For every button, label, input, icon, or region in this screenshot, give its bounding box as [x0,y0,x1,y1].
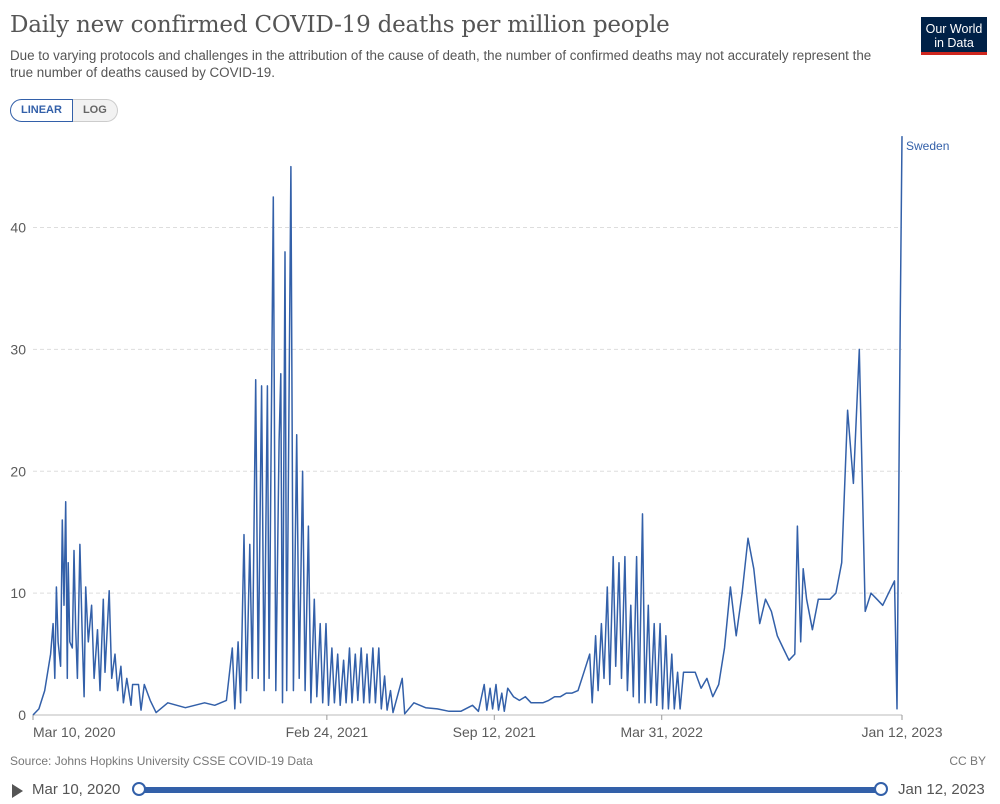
series-line-sweden[interactable] [32,136,903,716]
y-tick-label: 30 [10,341,26,357]
x-tick-label: Jan 12, 2023 [862,724,943,740]
timeline-track[interactable] [139,787,881,793]
series-label[interactable]: Sweden [906,139,949,153]
x-tick-label: Feb 24, 2021 [286,724,369,740]
grid-lines [33,227,902,716]
linear-scale-button[interactable]: LINEAR [10,99,73,122]
chart-subtitle: Due to varying protocols and challenges … [10,48,872,80]
x-axis-ticks: Mar 10, 2020 Feb 24, 2021 Sep 12, 2021 Mar … [32,715,943,740]
log-scale-button[interactable]: LOG [72,99,118,122]
series-lines: Sweden [32,136,949,716]
logo-line-1: Our World [925,22,983,36]
chart-title: Daily new confirmed COVID-19 deaths per … [10,12,670,38]
y-axis-ticks: 0 10 20 30 40 [10,220,26,724]
y-tick-label: 40 [10,220,26,236]
source-note[interactable]: Source: Johns Hopkins University CSSE CO… [10,754,313,768]
logo-line-2: in Data [934,36,974,50]
scale-toggle: LINEAR LOG [10,99,118,122]
timeline-end-label: Jan 12, 2023 [898,781,985,798]
x-tick-label: Sep 12, 2021 [453,724,537,740]
y-tick-label: 20 [10,463,26,479]
x-tick-label: Mar 10, 2020 [33,724,116,740]
line-chart: 0 10 20 30 40 Mar 10, 2020 Feb 24, 2021 Sep 12… [10,136,949,740]
timeline: Mar 10, 2020 Jan 12, 2023 [0,776,1000,804]
y-tick-label: 0 [18,707,26,723]
owid-logo[interactable]: Our World in Data [921,17,987,55]
y-tick-label: 10 [10,585,26,601]
x-tick-label: Mar 31, 2022 [620,724,703,740]
timeline-end-handle[interactable] [874,782,888,796]
timeline-start-handle[interactable] [132,782,146,796]
license-link[interactable]: CC BY [949,754,986,768]
timeline-start-label: Mar 10, 2020 [32,781,121,798]
play-icon[interactable] [12,784,23,798]
